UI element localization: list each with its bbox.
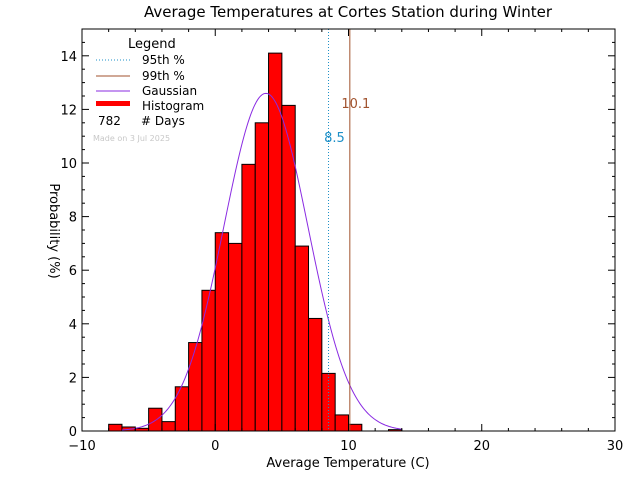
made-on-note: Made on 3 Jul 2025 <box>93 134 170 143</box>
y-tick-label: 12 <box>60 103 77 118</box>
legend-title: Legend <box>128 37 176 52</box>
x-tick-label: 20 <box>473 439 490 454</box>
gaussian-curve-layer <box>121 92 402 431</box>
x-tick-label: 30 <box>607 439 624 454</box>
x-axis-label: Average Temperature (C) <box>266 456 429 471</box>
histogram-bar <box>201 289 216 432</box>
histogram-bar <box>294 245 310 432</box>
p95-marker-label: 8.5 <box>324 131 345 146</box>
histogram-bar <box>174 386 190 432</box>
percentile-markers: 8.5 10.1 <box>324 29 370 431</box>
histogram-bar <box>281 104 296 432</box>
legend-label-p95: 95th % <box>142 53 185 67</box>
histogram-bar <box>161 421 176 432</box>
histogram-bar <box>268 52 283 432</box>
histogram-bar <box>308 317 323 432</box>
histogram-bar <box>241 163 256 432</box>
histogram-bars <box>108 52 403 432</box>
x-tick-label: 0 <box>211 439 219 454</box>
legend-swatch-histogram <box>96 101 130 106</box>
x-tick-label: 10 <box>340 439 357 454</box>
y-tick-label: 0 <box>69 425 77 440</box>
legend: Legend 95th % 99th % Gaussian Histogram … <box>93 37 204 143</box>
y-tick-label: 8 <box>69 211 77 226</box>
legend-days-label: # Days <box>141 114 185 128</box>
legend-label-histogram: Histogram <box>142 99 204 113</box>
y-tick-label: 10 <box>60 157 77 172</box>
histogram-bar <box>108 423 123 432</box>
histogram-bar <box>148 407 163 432</box>
histogram-bar <box>228 242 243 432</box>
legend-days-count: 782 <box>98 114 121 128</box>
y-tick-label: 6 <box>69 264 77 279</box>
y-tick-label: 2 <box>69 371 77 386</box>
y-axis-label-probability: Probability (%) <box>46 183 61 278</box>
histogram-bar <box>254 122 270 432</box>
chart-title: Average Temperatures at Cortes Station d… <box>144 3 553 21</box>
y-tick-label: 4 <box>69 318 77 333</box>
p99-marker-label: 10.1 <box>341 97 370 112</box>
histogram-bar <box>334 414 350 432</box>
histogram-bar <box>348 423 363 432</box>
legend-label-p99: 99th % <box>142 69 185 83</box>
histogram-bar <box>188 342 203 432</box>
gaussian-curve <box>121 92 402 431</box>
y-tick-label: 14 <box>60 50 77 65</box>
legend-label-gaussian: Gaussian <box>142 84 197 98</box>
histogram-bar <box>214 232 230 432</box>
x-tick-label: −10 <box>68 439 95 454</box>
